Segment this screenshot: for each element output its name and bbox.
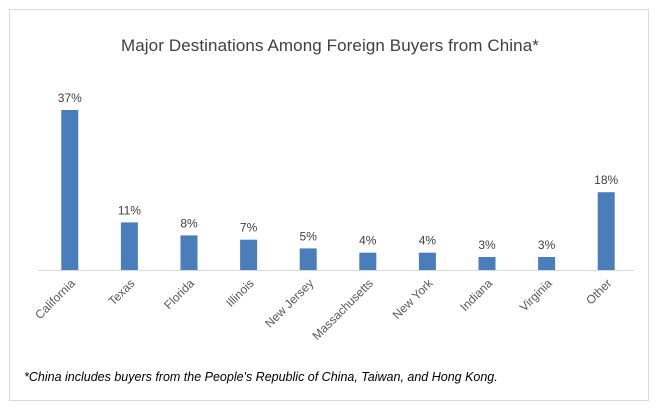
data-label-6: 4% [419,234,437,248]
x-tick-label-3: Illinois [223,276,256,309]
data-label-5: 4% [359,234,377,248]
bar-2 [180,235,198,270]
bars-group [61,110,615,270]
bar-6 [418,252,436,270]
chart-frame [9,9,649,401]
bar-4 [299,248,317,270]
x-tick-label-1: Texas [105,276,137,308]
bar-9 [597,192,615,270]
x-tick-label-8: Virginia [517,276,555,314]
bar-7 [478,257,496,270]
x-tick-label-0: California [32,276,78,322]
x-tick-label-4: New Jersey [262,276,316,330]
data-label-2: 8% [180,216,198,230]
bar-0 [61,110,79,270]
data-label-1: 11% [118,203,141,217]
bar-1 [120,222,138,270]
data-label-8: 3% [538,238,556,252]
data-labels-group: 37% 11% 8% 7% 5% 4% 4% 3% 3% 18% [58,91,619,252]
x-tick-label-5: Massachusetts [309,276,376,343]
x-tick-label-6: New York [390,276,436,322]
x-tick-label-7: Indiana [457,276,495,314]
bar-8 [538,257,556,270]
data-label-7: 3% [478,238,496,252]
x-tick-labels-group: California Texas Florida Illinois New Jersey… [32,276,614,343]
data-label-4: 5% [300,229,318,243]
chart-footnote: *China includes buyers from the People's… [24,370,498,384]
bar-3 [240,239,258,270]
bar-5 [359,252,377,270]
data-label-3: 7% [240,221,258,235]
data-label-0: 37% [58,91,82,105]
x-tick-label-9: Other [583,276,614,307]
chart-title: Major Destinations Among Foreign Buyers … [120,36,539,55]
data-label-9: 18% [594,173,618,187]
x-tick-label-2: Florida [161,276,197,312]
